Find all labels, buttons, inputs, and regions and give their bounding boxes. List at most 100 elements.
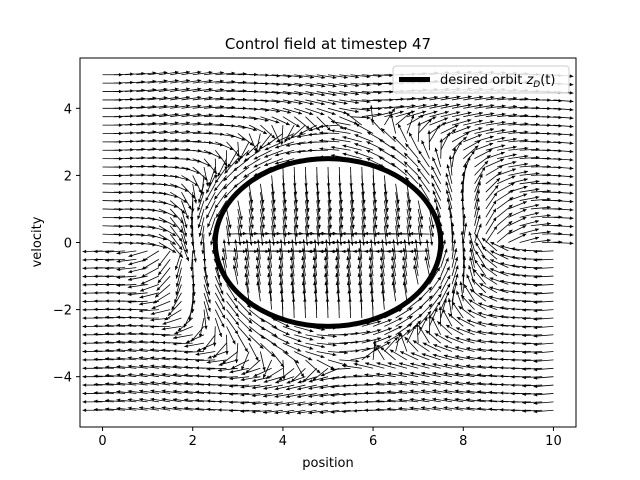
field-arrow: [263, 384, 283, 390]
field-arrow: [353, 362, 374, 369]
field-arrow: [319, 409, 340, 415]
field-arrow: [206, 391, 227, 395]
field-arrow: [530, 205, 551, 210]
field-arrow: [391, 162, 408, 176]
field-arrow: [553, 191, 574, 195]
field-arrow: [432, 371, 453, 378]
field-arrow: [244, 264, 250, 285]
field-arrow: [398, 389, 419, 394]
field-arrow: [105, 274, 126, 279]
field-arrow: [139, 284, 160, 292]
field-arrow: [474, 149, 493, 159]
field-arrow: [522, 299, 543, 304]
field-arrow: [102, 224, 123, 229]
field-arrow: [164, 309, 182, 321]
field-arrow: [530, 230, 551, 235]
field-arrow: [282, 91, 303, 96]
field-arrow: [294, 351, 313, 361]
field-arrow: [489, 268, 509, 277]
field-arrow: [105, 282, 126, 287]
field-arrow: [136, 147, 157, 151]
field-arrow: [237, 317, 253, 333]
field-arrow: [279, 239, 284, 260]
field-arrow: [195, 351, 216, 356]
field-arrow: [116, 283, 137, 288]
field-arrow: [533, 376, 554, 380]
field-arrow: [510, 366, 531, 371]
field-arrow: [335, 256, 340, 277]
field-arrow: [316, 334, 337, 338]
field-arrow: [275, 133, 295, 143]
field-arrow: [474, 104, 495, 109]
field-arrow: [463, 134, 483, 143]
field-arrow: [420, 397, 441, 403]
field-arrow: [496, 212, 513, 227]
field-arrow: [150, 309, 171, 316]
field-arrow: [429, 95, 450, 101]
field-arrow: [418, 150, 430, 168]
field-arrow: [181, 225, 188, 246]
y-tick-label: 4: [64, 102, 72, 117]
field-arrow: [533, 308, 554, 313]
x-tick-label: 2: [189, 434, 197, 449]
field-arrow: [181, 200, 189, 220]
field-arrow: [233, 247, 239, 268]
field-arrow: [181, 87, 202, 92]
field-arrow: [169, 242, 184, 259]
field-arrow: [490, 241, 509, 252]
field-arrow: [284, 124, 295, 143]
field-arrow: [207, 208, 216, 228]
field-arrow: [93, 349, 114, 353]
field-arrow: [285, 149, 306, 155]
field-arrow: [195, 358, 216, 363]
field-arrow: [296, 133, 317, 139]
field-arrow: [294, 99, 314, 106]
field-arrow: [353, 383, 374, 387]
field-arrow: [251, 384, 272, 390]
field-arrow: [522, 392, 543, 396]
field-arrow: [354, 151, 374, 160]
field-arrow: [282, 342, 302, 352]
field-arrow: [138, 339, 159, 344]
field-arrow: [258, 133, 272, 150]
field-arrow: [477, 381, 498, 386]
field-arrow: [533, 266, 554, 271]
field-arrow: [127, 398, 148, 403]
field-arrow: [125, 80, 146, 84]
field-arrow: [230, 359, 250, 370]
field-arrow: [308, 393, 329, 398]
field-arrow: [184, 373, 205, 378]
field-arrow: [147, 225, 168, 232]
field-arrow: [93, 382, 114, 387]
field-arrow: [519, 131, 540, 135]
field-arrow: [237, 334, 249, 353]
field-arrow: [417, 175, 430, 193]
field-arrow: [373, 73, 394, 78]
field-arrow: [260, 91, 281, 95]
field-arrow: [406, 110, 427, 118]
field-arrow: [255, 264, 261, 285]
y-tick-label: 0: [64, 237, 72, 252]
field-arrow: [93, 374, 114, 378]
field-arrow: [191, 259, 195, 280]
field-arrow: [485, 200, 497, 218]
field-arrow: [432, 406, 453, 411]
field-arrow: [508, 233, 527, 243]
field-arrow: [105, 348, 126, 353]
field-arrow: [221, 256, 227, 277]
field-arrow: [206, 367, 227, 371]
field-arrow: [195, 374, 216, 378]
field-arrow: [383, 175, 388, 196]
field-arrow: [170, 95, 191, 101]
field-arrow: [533, 401, 554, 405]
field-arrow: [307, 140, 329, 144]
field-arrow: [330, 129, 351, 134]
field-arrow: [282, 107, 303, 115]
field-arrow: [409, 389, 430, 394]
field-arrow: [508, 208, 527, 218]
field-arrow: [264, 141, 284, 151]
field-arrow: [105, 357, 126, 361]
field-arrow: [519, 187, 540, 193]
field-arrow: [488, 331, 509, 336]
field-arrow: [251, 393, 272, 398]
